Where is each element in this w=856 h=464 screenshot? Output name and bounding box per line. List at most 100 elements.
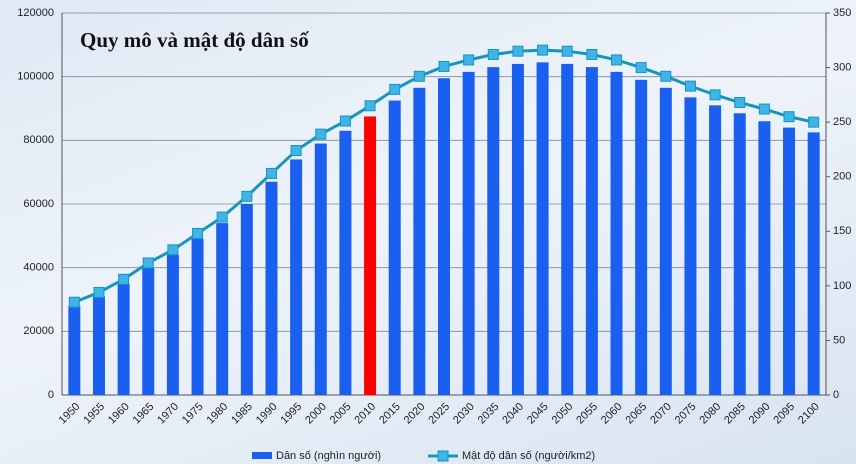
marker — [783, 111, 795, 123]
bar — [709, 105, 722, 396]
x-tick-label: 2035 — [476, 401, 502, 427]
bar — [240, 204, 253, 395]
x-tick-label: 2000 — [303, 401, 329, 427]
x-tick-label: 2095 — [771, 401, 797, 427]
y2-tick-label: 0 — [833, 389, 839, 401]
marker — [808, 116, 820, 128]
marker — [216, 211, 228, 223]
marker — [241, 190, 253, 202]
marker — [68, 296, 80, 308]
bar — [166, 254, 179, 395]
bar — [314, 143, 327, 395]
legend-swatch — [437, 450, 449, 462]
y2-tick-label: 350 — [833, 7, 851, 19]
marker — [611, 54, 623, 66]
x-tick-label: 2090 — [747, 401, 773, 427]
marker — [660, 70, 672, 82]
x-tick-label: 2040 — [500, 401, 526, 427]
bar — [388, 100, 401, 396]
bar — [413, 87, 426, 395]
marker — [438, 60, 450, 72]
marker — [192, 227, 204, 239]
x-tick-label: 2030 — [451, 401, 477, 427]
y-tick-label: 120000 — [17, 7, 54, 19]
marker — [339, 115, 351, 127]
bar — [438, 78, 450, 395]
y-tick-label: 20000 — [23, 325, 54, 337]
bar — [536, 62, 549, 395]
marker — [93, 286, 105, 298]
bar — [807, 132, 820, 395]
marker — [684, 80, 696, 92]
bar — [68, 305, 81, 395]
legend-label: Mật độ dân số (người/km2) — [462, 450, 595, 462]
x-tick-label: 2075 — [673, 401, 699, 427]
x-tick-label: 1955 — [81, 401, 107, 427]
x-tick-label: 2010 — [352, 401, 378, 427]
marker — [512, 45, 524, 57]
x-tick-label: 1975 — [180, 401, 206, 427]
bar — [684, 97, 697, 395]
bar — [265, 181, 278, 395]
bar — [561, 63, 574, 395]
bar — [487, 67, 500, 395]
bar — [142, 267, 155, 395]
y2-tick-label: 250 — [833, 116, 851, 128]
marker — [167, 244, 179, 256]
x-tick-label: 2100 — [796, 401, 822, 427]
marker — [586, 48, 598, 60]
x-tick-label: 1965 — [131, 401, 157, 427]
y2-tick-label: 50 — [833, 334, 845, 346]
marker — [265, 167, 277, 179]
x-tick-label: 1990 — [254, 401, 280, 427]
y2-tick-label: 300 — [833, 61, 851, 73]
x-tick-label: 1950 — [57, 401, 83, 427]
marker — [463, 54, 475, 66]
x-tick-label: 2020 — [402, 401, 428, 427]
x-tick-label: 2060 — [599, 401, 625, 427]
y-tick-label: 80000 — [23, 134, 54, 146]
x-tick-label: 2015 — [377, 401, 403, 427]
x-tick-label: 2025 — [426, 401, 452, 427]
y-tick-label: 60000 — [23, 198, 54, 210]
bar — [659, 87, 672, 395]
bar — [216, 223, 229, 395]
bar — [610, 71, 623, 396]
marker — [734, 96, 746, 108]
bar — [733, 113, 746, 396]
bar — [783, 127, 796, 395]
x-tick-label: 2045 — [525, 401, 551, 427]
marker — [364, 100, 376, 112]
x-tick-label: 2050 — [550, 401, 576, 427]
y-tick-label: 0 — [48, 389, 54, 401]
marker — [389, 83, 401, 95]
bar — [117, 283, 130, 395]
x-tick-label: 2005 — [328, 401, 354, 427]
legend-swatch — [252, 452, 272, 459]
marker — [561, 45, 573, 57]
bar — [290, 159, 303, 395]
marker — [487, 48, 499, 60]
bar — [585, 67, 598, 395]
marker — [290, 145, 302, 157]
x-tick-label: 2065 — [624, 401, 650, 427]
legend-label: Dân số (nghìn người) — [276, 450, 381, 462]
bar — [758, 121, 771, 395]
y-tick-label: 40000 — [23, 262, 54, 274]
x-tick-label: 2070 — [648, 401, 674, 427]
marker — [315, 128, 327, 140]
marker — [537, 44, 549, 56]
marker — [413, 70, 425, 82]
bar — [339, 130, 352, 396]
y2-tick-label: 150 — [833, 225, 851, 237]
marker — [118, 273, 130, 285]
marker — [142, 257, 154, 269]
marker — [758, 103, 770, 115]
x-tick-label: 1960 — [106, 401, 132, 427]
y2-tick-label: 200 — [833, 171, 851, 183]
x-tick-label: 1980 — [205, 401, 231, 427]
x-tick-label: 1985 — [229, 401, 255, 427]
x-tick-label: 2085 — [722, 401, 748, 427]
x-tick-label: 2055 — [574, 401, 600, 427]
